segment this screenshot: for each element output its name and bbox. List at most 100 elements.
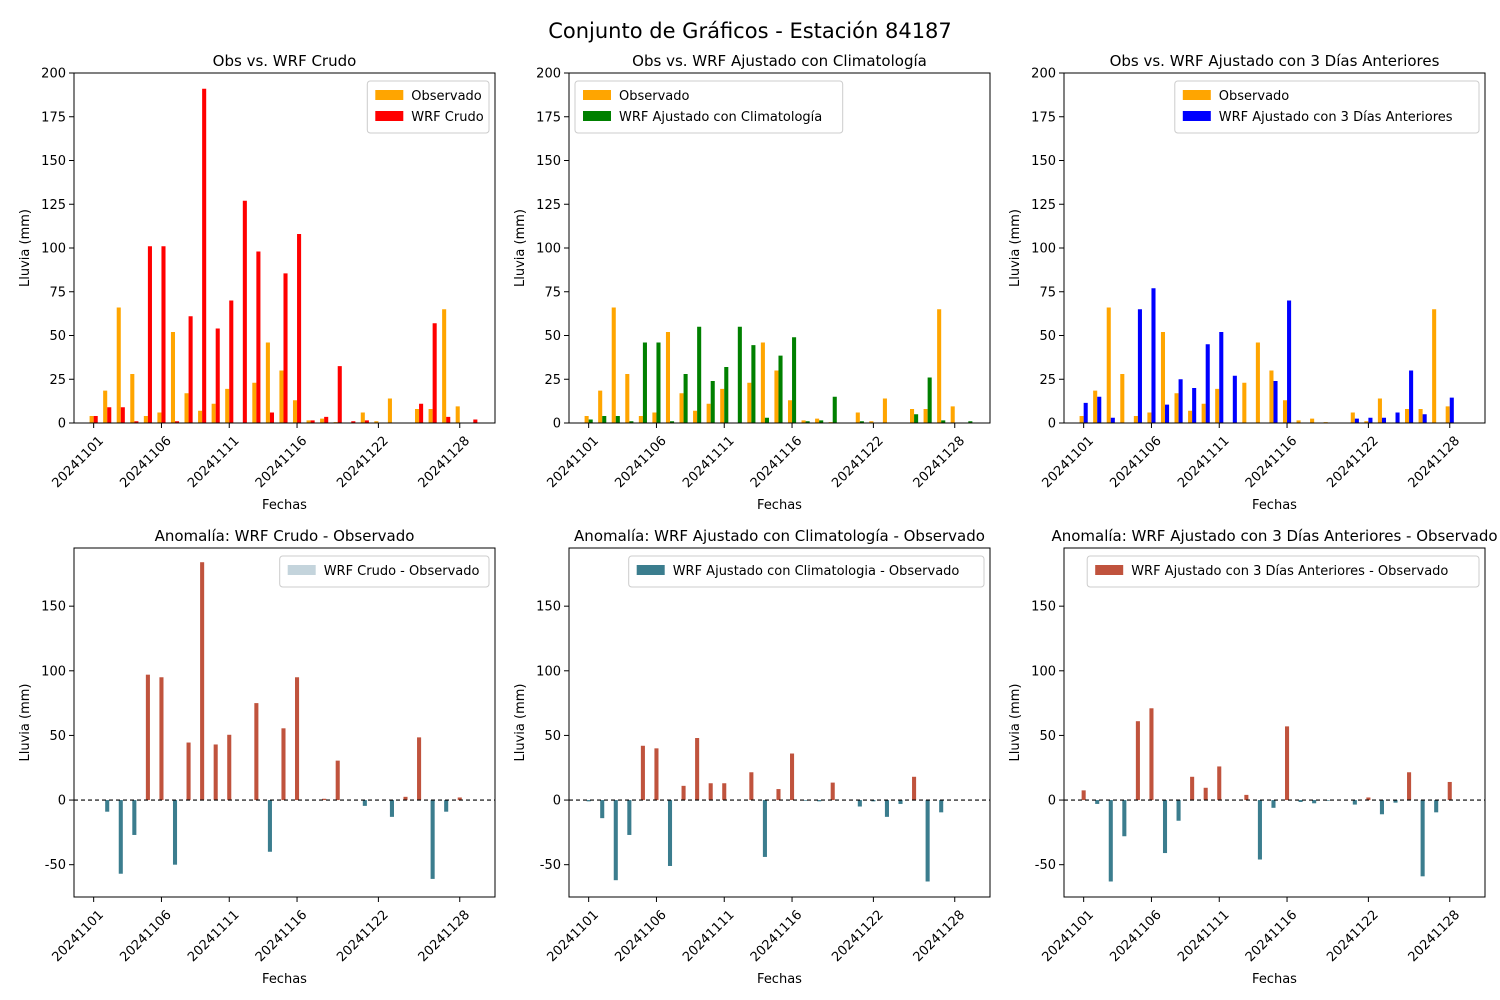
- x-axis-label: Fechas: [262, 972, 307, 987]
- anomaly-bar-20241106: [159, 677, 164, 801]
- y-tick-label: 100: [41, 664, 66, 679]
- y-tick-label: 175: [536, 110, 561, 125]
- bar-observado-20241110: [211, 403, 216, 423]
- x-tick-label: 20241122: [334, 434, 391, 491]
- bar-wrf-20241107: [670, 421, 675, 423]
- y-tick-label: 100: [41, 242, 66, 257]
- x-tick-label: 20241116: [253, 434, 310, 491]
- y-tick-label: 200: [1031, 67, 1056, 82]
- bar-observado-20241110: [1201, 403, 1206, 423]
- anomaly-bar-20241109: [695, 738, 700, 801]
- x-axis-label: Fechas: [1252, 972, 1297, 987]
- bar-wrf-20241101: [1083, 402, 1088, 423]
- bar-observado-20241118: [1310, 418, 1315, 423]
- bar-observado-20241128: [1445, 406, 1450, 423]
- bar-wrf-20241105: [147, 246, 152, 423]
- bar-wrf-20241105: [642, 342, 647, 423]
- legend-swatch: [1182, 111, 1211, 121]
- anomaly-bar-20241110: [708, 783, 713, 801]
- y-tick-label: 0: [553, 417, 561, 432]
- x-tick-label: 20241128: [1406, 434, 1463, 491]
- bar-observado-20241115: [774, 370, 779, 423]
- anomaly-bar-20241111: [227, 734, 232, 801]
- x-tick-label: 20241128: [911, 908, 968, 965]
- anomaly-bar-20241105: [1135, 721, 1140, 801]
- y-tick-label: -50: [1035, 858, 1056, 873]
- anomaly-bar-20241126: [925, 800, 930, 882]
- bar-wrf-20241103: [615, 416, 620, 423]
- bar-observado-20241123: [1377, 398, 1382, 423]
- anomaly-bar-20241127: [444, 800, 449, 812]
- anomaly-bar-20241119: [830, 782, 835, 801]
- legend-box: [574, 80, 844, 134]
- bar-observado-20241106: [652, 412, 657, 423]
- bar-observado-20241113: [747, 382, 752, 423]
- bar-wrf-20241111: [1219, 332, 1224, 423]
- bar-observado-20241107: [665, 332, 671, 423]
- x-axis-label: Fechas: [1252, 498, 1297, 513]
- bar-observado-20241106: [1147, 412, 1152, 423]
- y-axis-label: Lluvia (mm): [1008, 684, 1023, 762]
- bar-observado-20241114: [1255, 342, 1260, 423]
- anomaly-bar-20241108: [681, 785, 686, 801]
- chart-panel-1: Obs vs. WRF Crudo 0 25 50 75 100 125 150 175 200 2…: [18, 52, 496, 513]
- bar-observado-20241113: [1242, 382, 1247, 423]
- y-tick-label: -50: [540, 858, 561, 873]
- bar-observado-20241101: [1079, 416, 1084, 423]
- bar-observado-20241103: [1106, 307, 1111, 423]
- bar-wrf-20241102: [602, 416, 607, 423]
- x-tick-label: 20241111: [185, 908, 242, 965]
- bar-wrf-20241123: [1381, 417, 1387, 423]
- y-tick-label: 150: [41, 154, 66, 169]
- legend-label: WRF Ajustado con Climatologia - Observad…: [673, 564, 960, 579]
- y-tick-label: 50: [544, 729, 561, 744]
- x-tick-label: 20241116: [748, 908, 805, 965]
- chart-panel-5: Anomalía: WRF Ajustado con Climatología …: [513, 527, 991, 987]
- anomaly-bar-20241122: [871, 800, 876, 802]
- bar-observado-20241121: [1350, 412, 1355, 423]
- y-tick-label: 50: [544, 329, 561, 344]
- bar-wrf-20241116: [297, 234, 302, 423]
- x-tick-label: 20241111: [1175, 434, 1232, 491]
- bar-observado-20241102: [598, 390, 603, 423]
- anomaly-bar-20241128: [1447, 781, 1452, 801]
- bar-wrf-20241116: [792, 337, 797, 423]
- bar-wrf-20241129: [968, 421, 973, 423]
- y-tick-label: 0: [58, 794, 66, 809]
- bar-observado-20241102: [1093, 390, 1098, 423]
- bar-wrf-20241104: [629, 421, 634, 423]
- bar-wrf-20241122: [1368, 417, 1373, 423]
- bar-observado-20241114: [760, 342, 765, 423]
- bar-wrf-20241104: [134, 421, 139, 423]
- anomaly-bar-20241119: [335, 760, 340, 801]
- bar-observado-20241109: [198, 410, 203, 423]
- bar-observado-20241108: [184, 393, 189, 423]
- bar-wrf-20241103: [1110, 417, 1115, 423]
- bar-observado-20241125: [1405, 409, 1410, 423]
- y-tick-label: 175: [41, 110, 66, 125]
- legend-label: Observado: [619, 89, 690, 104]
- bar-wrf-20241110: [710, 381, 715, 423]
- x-tick-label: 20241128: [911, 434, 968, 491]
- y-axis-label: Lluvia (mm): [513, 209, 528, 287]
- anomaly-bar-20241104: [1122, 800, 1127, 837]
- bar-wrf-20241108: [188, 316, 193, 423]
- x-tick-label: 20241106: [1107, 908, 1164, 965]
- bar-wrf-20241107: [175, 421, 180, 423]
- y-axis-label: Lluvia (mm): [1008, 209, 1023, 287]
- bar-observado-20241118: [815, 418, 820, 423]
- y-tick-label: 75: [49, 285, 66, 300]
- x-tick-label: 20241106: [612, 434, 669, 491]
- x-tick-label: 20241106: [117, 434, 174, 491]
- anomaly-bar-20241103: [118, 800, 123, 874]
- bar-observado-20241128: [455, 406, 460, 423]
- bar-wrf-20241125: [914, 414, 919, 423]
- bar-observado-20241122: [374, 421, 379, 423]
- bar-wrf-20241113: [751, 345, 756, 423]
- legend-swatch: [375, 90, 404, 100]
- bar-observado-20241105: [1133, 416, 1138, 423]
- anomaly-bar-20241118: [817, 800, 822, 802]
- bar-observado-20241122: [1364, 421, 1369, 423]
- x-axis-label: Fechas: [757, 498, 802, 513]
- bar-observado-20241104: [1120, 374, 1125, 423]
